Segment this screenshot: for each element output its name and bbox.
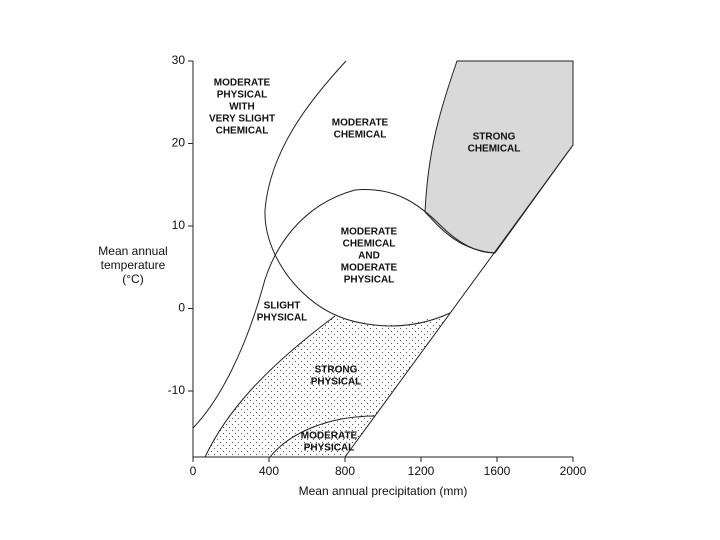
y-axis-label: (°C): [122, 272, 143, 286]
y-axis-label: temperature: [101, 258, 166, 272]
strong-physical-region: [205, 313, 450, 457]
x-tick-label: 2000: [560, 464, 587, 478]
diagonal-boundary: [344, 144, 574, 458]
region-label: CHEMICAL: [334, 130, 387, 141]
moderate-physical-boundary: [269, 415, 376, 458]
y-tick-label: -10: [168, 383, 186, 397]
region-label: PHYSICAL: [217, 90, 268, 101]
region-label: MODERATE: [214, 78, 271, 89]
region-label: PHYSICAL: [311, 377, 362, 388]
region-label: CHEMICAL: [216, 126, 269, 137]
region-label: WITH: [229, 102, 255, 113]
region-label: MODERATE: [341, 227, 398, 238]
x-tick-label: 0: [190, 464, 197, 478]
x-tick-label: 1600: [484, 464, 511, 478]
region-label: STRONG: [473, 132, 516, 143]
y-axis-label: Mean annual: [98, 244, 167, 258]
strong-physical-boundary: [204, 315, 336, 458]
region-label: PHYSICAL: [257, 313, 308, 324]
region-label: PHYSICAL: [304, 443, 355, 454]
region-label: VERY SLIGHT: [209, 114, 275, 125]
x-tick-label: 1200: [408, 464, 435, 478]
region-label: CHEMICAL: [468, 144, 521, 155]
y-tick-label: 10: [172, 218, 186, 232]
outer-boundary: [192, 188, 496, 429]
region-label: STRONG: [315, 365, 358, 376]
strong-chemical-region: [424, 60, 574, 254]
region-label: MODERATE: [332, 118, 389, 129]
x-tick-label: 800: [335, 464, 355, 478]
x-tick-label: 400: [259, 464, 279, 478]
region-label: CHEMICAL: [343, 239, 396, 250]
region-label: AND: [358, 251, 380, 262]
region-label: PHYSICAL: [344, 275, 395, 286]
x-axis-label: Mean annual precipitation (mm): [299, 484, 468, 498]
region-label: MODERATE: [301, 431, 358, 442]
left-boundary: [264, 60, 451, 327]
region-label: MODERATE: [341, 263, 398, 274]
region-label: SLIGHT: [264, 301, 301, 312]
y-tick-label: 0: [178, 301, 185, 315]
y-tick-label: 30: [172, 53, 186, 67]
y-tick-label: 20: [172, 136, 186, 150]
